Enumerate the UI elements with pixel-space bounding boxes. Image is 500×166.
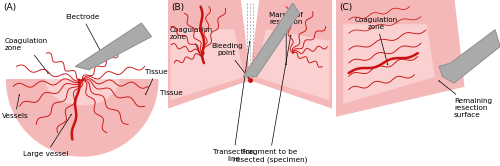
Polygon shape: [344, 25, 434, 103]
Polygon shape: [171, 30, 244, 100]
Polygon shape: [6, 80, 158, 156]
Text: Coagulation
zone: Coagulation zone: [170, 27, 212, 61]
Polygon shape: [250, 0, 332, 108]
Text: Bleeding
point: Bleeding point: [211, 43, 249, 78]
Text: Large vessel: Large vessel: [24, 114, 72, 157]
Text: Coagulation
zone: Coagulation zone: [5, 38, 49, 73]
Text: (C): (C): [339, 3, 352, 12]
Text: Margin of
resection: Margin of resection: [270, 12, 303, 65]
Text: Electrode: Electrode: [65, 14, 106, 61]
Text: Vessels: Vessels: [2, 95, 28, 119]
Text: Remaining
resection
surface: Remaining resection surface: [439, 81, 492, 118]
Polygon shape: [256, 30, 329, 100]
Polygon shape: [439, 30, 500, 83]
Polygon shape: [76, 23, 152, 70]
Text: (B): (B): [171, 3, 184, 12]
Text: Transection
line: Transection line: [213, 42, 254, 162]
Polygon shape: [244, 3, 300, 76]
Text: (A): (A): [4, 3, 16, 12]
Polygon shape: [46, 80, 118, 105]
Polygon shape: [168, 0, 250, 108]
Text: Tissue: Tissue: [144, 69, 168, 95]
Text: Fragment to be
resected (specimen): Fragment to be resected (specimen): [232, 35, 307, 163]
Text: Tissue: Tissue: [160, 90, 182, 96]
Text: Coagulation
zone: Coagulation zone: [355, 17, 398, 65]
Polygon shape: [336, 0, 464, 116]
